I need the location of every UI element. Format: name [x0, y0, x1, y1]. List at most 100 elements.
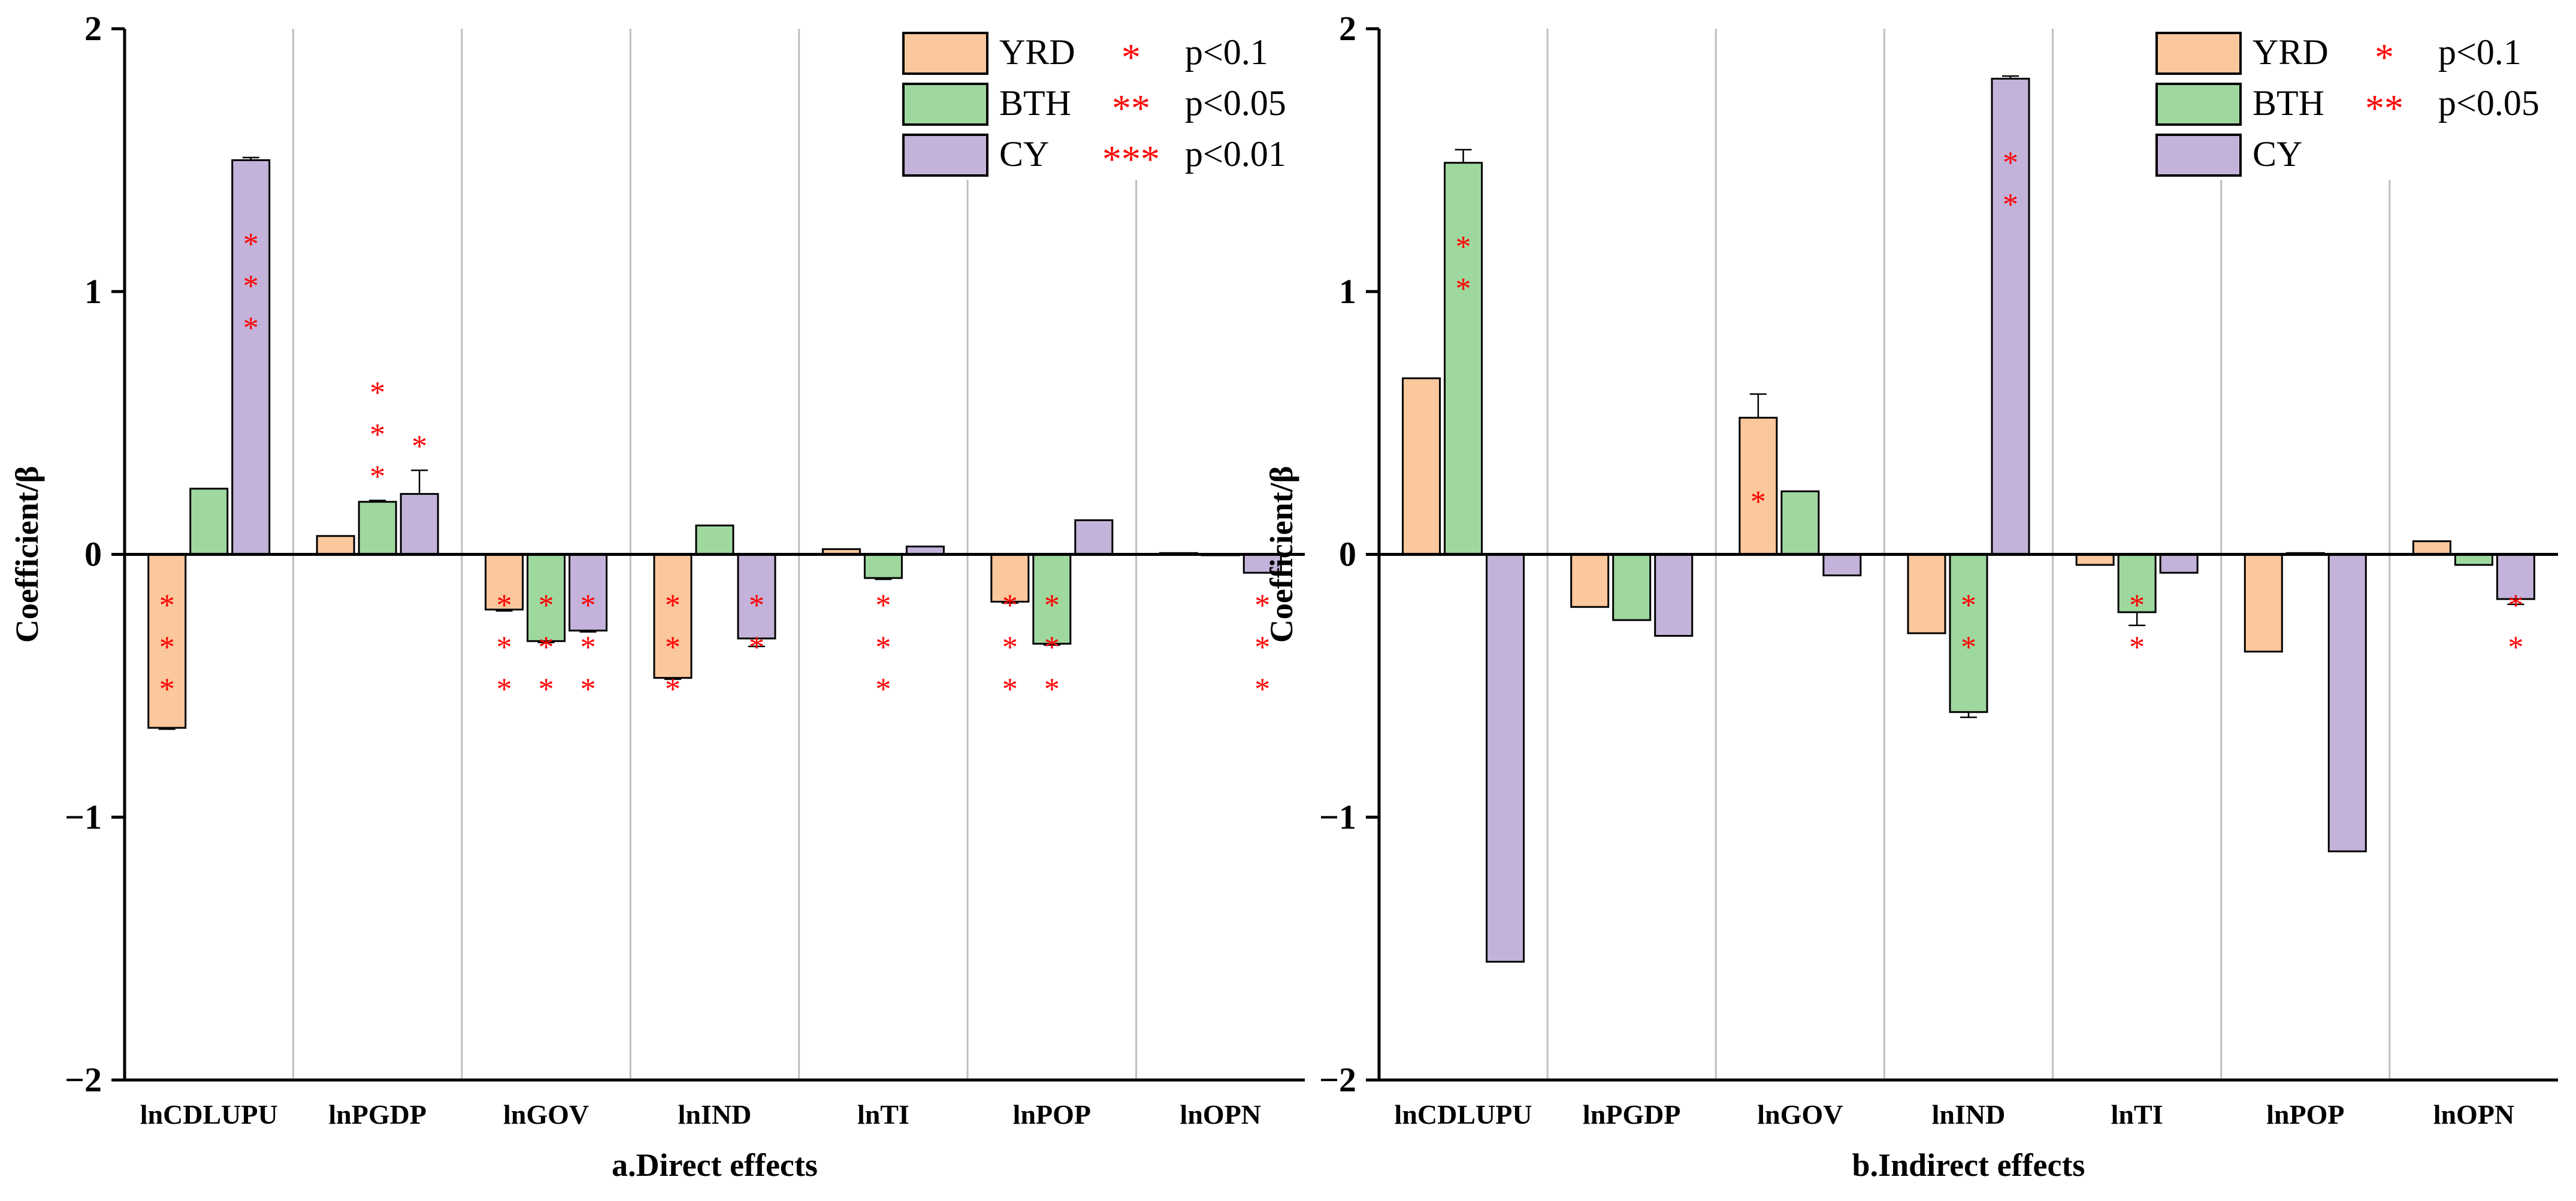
- bar-yrd-lnPGDP: [316, 535, 355, 555]
- significance-star: *: [580, 589, 596, 623]
- x-tick-label: lnPGDP: [328, 1099, 427, 1130]
- x-tick-label: lnTI: [2111, 1099, 2163, 1130]
- bar-bth-lnIND: [695, 524, 734, 555]
- significance-star: *: [370, 460, 385, 494]
- legend-swatch-cy: [2155, 134, 2242, 177]
- significance-star: *: [370, 376, 385, 410]
- x-tick-label: lnPOP: [2266, 1099, 2344, 1130]
- significance-star: *: [1002, 631, 1018, 665]
- legend-stars: ***: [1102, 138, 1160, 180]
- bar-bth-lnIND: [1949, 553, 1988, 713]
- legend-pvalue: p<0.05: [1185, 83, 1286, 123]
- x-tick-label: lnGOV: [1757, 1099, 1843, 1130]
- legend-label: YRD: [999, 32, 1075, 72]
- significance-star: *: [2129, 589, 2145, 623]
- significance-star: *: [749, 631, 764, 665]
- significance-star: *: [665, 589, 681, 623]
- bar-cy-lnPOP: [2327, 553, 2367, 852]
- legend-stars: *: [1121, 36, 1141, 78]
- significance-star: *: [749, 589, 764, 623]
- y-tick-label: 1: [84, 272, 102, 311]
- bar-cy-lnCDLUPU: [231, 159, 271, 555]
- legend-label: BTH: [999, 83, 1071, 123]
- significance-star: *: [2003, 187, 2018, 222]
- x-tick-label: lnOPN: [1180, 1099, 1261, 1130]
- significance-star: *: [665, 631, 681, 665]
- bar-cy-lnIND: [737, 553, 776, 640]
- significance-star: *: [159, 673, 175, 707]
- bar-bth-lnPGDP: [358, 501, 397, 555]
- significance-star: *: [580, 631, 596, 665]
- significance-star: *: [1044, 631, 1060, 665]
- y-tick-label: −1: [1319, 797, 1356, 836]
- bar-cy-lnOPN: [2496, 553, 2535, 600]
- panel-caption: a.Direct effects: [612, 1147, 818, 1183]
- significance-star: *: [665, 673, 681, 707]
- significance-star: *: [875, 589, 891, 623]
- bar-bth-lnPGDP: [1612, 553, 1652, 621]
- legend-label: CY: [999, 134, 1049, 174]
- bar-cy-lnPOP: [1074, 519, 1114, 556]
- x-tick-label: lnPOP: [1013, 1099, 1091, 1130]
- significance-star: *: [1961, 589, 1976, 623]
- bar-yrd-lnCDLUPU: [1402, 377, 1441, 555]
- legend-stars: **: [2365, 87, 2403, 129]
- legend-pvalue: p<0.01: [1185, 134, 1286, 174]
- significance-star: *: [539, 631, 554, 665]
- legend-stars: *: [2375, 36, 2394, 78]
- significance-star: *: [243, 269, 259, 303]
- significance-star: *: [1044, 589, 1060, 623]
- x-tick-label: lnTI: [857, 1099, 909, 1130]
- bar-yrd-lnOPN: [2412, 540, 2451, 555]
- significance-star: *: [1002, 673, 1018, 707]
- bar-bth-lnCDLUPU: [189, 488, 229, 555]
- legend-label: YRD: [2253, 32, 2329, 72]
- significance-star: *: [1456, 272, 1471, 306]
- legend-label: CY: [2253, 134, 2302, 174]
- bar-yrd-lnPGDP: [1570, 553, 1610, 608]
- x-tick-label: lnCDLUPU: [1395, 1099, 1532, 1130]
- legend-pvalue: p<0.05: [2438, 83, 2539, 123]
- significance-star: *: [2129, 631, 2145, 665]
- bar-yrd-lnIND: [1907, 553, 1946, 634]
- bar-cy-lnTI: [2159, 553, 2199, 574]
- legend-swatch-yrd: [902, 32, 988, 75]
- significance-star: *: [1456, 230, 1471, 264]
- bar-cy-lnOPN: [1242, 553, 1282, 574]
- panel-caption: b.Indirect effects: [1852, 1147, 2085, 1183]
- significance-star: *: [159, 589, 175, 623]
- significance-star: *: [159, 631, 175, 665]
- y-tick-label: −2: [65, 1060, 102, 1099]
- significance-star: *: [1750, 485, 1766, 519]
- y-tick-label: 1: [1339, 272, 1356, 311]
- significance-star: *: [1254, 673, 1270, 707]
- y-tick-label: 0: [1339, 535, 1356, 574]
- legend-swatch-bth: [902, 83, 988, 126]
- legend: YRD BTH CY * p<0.1 ** p<0.05 *** p<0.01: [896, 27, 1316, 180]
- significance-star: *: [875, 673, 891, 707]
- significance-star: *: [539, 673, 554, 707]
- bar-cy-lnPGDP: [400, 493, 439, 556]
- significance-star: *: [539, 589, 554, 623]
- x-tick-label: lnIND: [1932, 1099, 2006, 1130]
- y-axis-label: Coefficient/β: [1263, 466, 1299, 643]
- y-tick-label: −1: [65, 797, 102, 836]
- x-tick-label: lnOPN: [2433, 1099, 2514, 1130]
- significance-star: *: [497, 589, 512, 623]
- legend-label: BTH: [2253, 83, 2324, 123]
- significance-star: *: [1002, 589, 1018, 623]
- x-tick-label: lnGOV: [503, 1099, 589, 1130]
- chart-panel-a: ************************************210−…: [9, 9, 1316, 1183]
- bar-bth-lnPOP: [1032, 553, 1072, 645]
- y-axis-label: Coefficient/β: [9, 466, 45, 643]
- significance-star: *: [1961, 631, 1976, 665]
- bar-yrd-lnPOP: [2244, 553, 2283, 653]
- bar-bth-lnTI: [863, 553, 903, 579]
- significance-star: *: [412, 429, 427, 464]
- bar-yrd-lnGOV: [1739, 416, 1778, 555]
- y-tick-label: 2: [84, 9, 102, 48]
- legend-stars: **: [1112, 87, 1150, 129]
